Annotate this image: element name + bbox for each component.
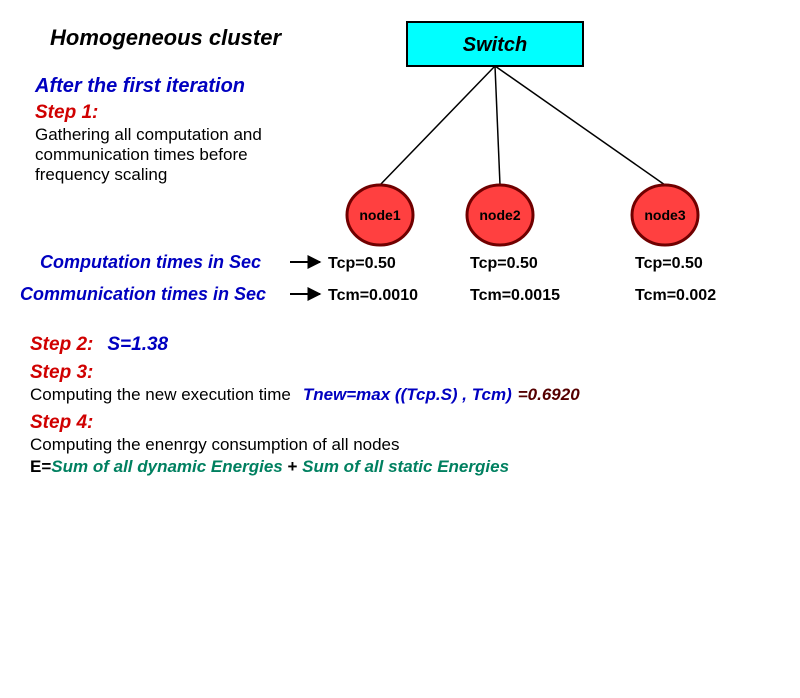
edge-switch-node2 xyxy=(495,66,500,185)
step3-label: Step 3: xyxy=(30,362,93,383)
step4-equation: E=Sum of all dynamic Energies + Sum of a… xyxy=(30,457,509,476)
subtitle: After the first iteration xyxy=(34,75,245,97)
tcm-node2: Tcm=0.0015 xyxy=(470,287,560,304)
step1-label: Step 1: xyxy=(35,102,98,123)
edge-switch-node1 xyxy=(380,66,495,185)
step3-formula: Tnew=max ((Tcp.S) , Tcm) xyxy=(303,385,512,404)
step1-line3: frequency scaling xyxy=(35,165,167,184)
step4-text: Computing the enenrgy consumption of all… xyxy=(30,435,400,454)
edge-switch-node3 xyxy=(495,66,665,185)
node-label-node2: node2 xyxy=(479,207,520,223)
step3-text: Computing the new execution time xyxy=(30,385,291,404)
page-title: Homogeneous cluster xyxy=(50,25,282,50)
tcm-node1: Tcm=0.0010 xyxy=(328,287,418,304)
step4-plus: + xyxy=(283,457,302,476)
step4-eq-prefix: E= xyxy=(30,457,51,476)
tcp-node2: Tcp=0.50 xyxy=(470,255,538,272)
step4-stat: Sum of all static Energies xyxy=(302,457,509,476)
node-label-node1: node1 xyxy=(359,207,400,223)
step2-label: Step 2: xyxy=(30,334,93,355)
step2-line: Step 2: S=1.38 xyxy=(30,334,169,355)
step1-line2: communication times before xyxy=(35,145,248,164)
computation-times-label: Computation times in Sec xyxy=(40,252,261,272)
switch-label: Switch xyxy=(463,34,527,56)
step1-line1: Gathering all computation and xyxy=(35,125,262,144)
tcp-node3: Tcp=0.50 xyxy=(635,255,703,272)
tcm-node3: Tcm=0.002 xyxy=(635,287,716,304)
step4-label: Step 4: xyxy=(30,412,93,433)
step3-line: Computing the new execution time Tnew=max… xyxy=(30,385,580,404)
step2-value: S=1.38 xyxy=(107,334,168,355)
step3-result: =0.6920 xyxy=(518,385,580,404)
tcp-node1: Tcp=0.50 xyxy=(328,255,396,272)
step4-dyn: Sum of all dynamic Energies xyxy=(51,457,282,476)
node-label-node3: node3 xyxy=(644,207,685,223)
communication-times-label: Communication times in Sec xyxy=(20,284,266,304)
